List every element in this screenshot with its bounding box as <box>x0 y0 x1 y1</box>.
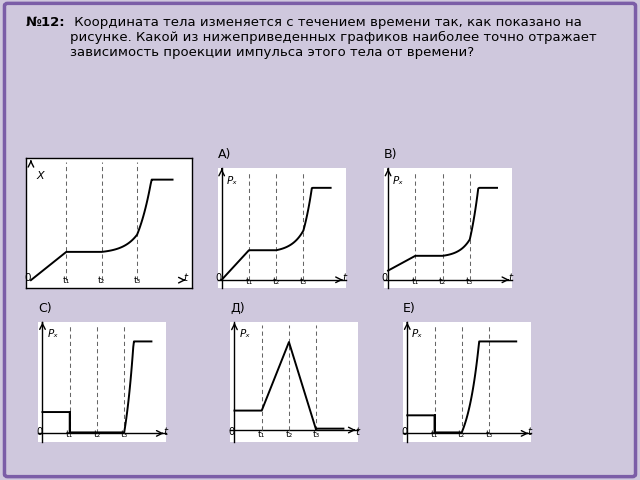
Text: Pₓ: Pₓ <box>412 329 423 339</box>
Text: t: t <box>355 427 359 437</box>
Text: №12:: №12: <box>25 16 65 29</box>
Text: t: t <box>528 427 532 437</box>
Text: t₃: t₃ <box>300 276 307 286</box>
Text: t: t <box>342 273 346 283</box>
Text: t₃: t₃ <box>120 430 128 439</box>
Text: t₃: t₃ <box>485 430 493 439</box>
Text: Pₓ: Pₓ <box>239 329 250 339</box>
Text: t: t <box>163 427 167 437</box>
Text: Pₓ: Pₓ <box>227 176 237 186</box>
Text: X: X <box>36 170 44 180</box>
Text: 0: 0 <box>24 273 31 283</box>
Text: 0: 0 <box>215 273 221 283</box>
Text: Pₓ: Pₓ <box>47 329 58 339</box>
Text: t₁: t₁ <box>412 276 419 286</box>
Text: t₂: t₂ <box>98 276 106 286</box>
Text: Е): Е) <box>403 302 416 315</box>
Text: t₃: t₃ <box>312 430 320 439</box>
Text: 0: 0 <box>381 273 388 283</box>
Text: t: t <box>509 273 513 283</box>
Text: t₁: t₁ <box>258 430 266 439</box>
Text: t₂: t₂ <box>285 430 292 439</box>
Text: 0: 0 <box>401 427 407 437</box>
Text: Координата тела изменяется с течением времени так, как показано на рисунке. Како: Координата тела изменяется с течением вр… <box>70 16 597 60</box>
Text: t₁: t₁ <box>431 430 438 439</box>
Text: t₃: t₃ <box>134 276 141 286</box>
Text: 0: 0 <box>228 427 234 437</box>
Text: t₃: t₃ <box>466 276 474 286</box>
Text: Д): Д) <box>230 302 245 315</box>
Text: 0: 0 <box>36 427 42 437</box>
Text: В): В) <box>384 148 397 161</box>
Text: t₂: t₂ <box>93 430 100 439</box>
Text: А): А) <box>218 148 231 161</box>
Text: С): С) <box>38 302 52 315</box>
Text: t₂: t₂ <box>458 430 465 439</box>
Text: t₂: t₂ <box>273 276 280 286</box>
Text: Pₓ: Pₓ <box>393 176 404 186</box>
Text: t₁: t₁ <box>66 430 74 439</box>
Text: t: t <box>183 273 187 283</box>
Text: t₁: t₁ <box>245 276 253 286</box>
Text: t₁: t₁ <box>63 276 70 286</box>
Text: t₂: t₂ <box>439 276 446 286</box>
